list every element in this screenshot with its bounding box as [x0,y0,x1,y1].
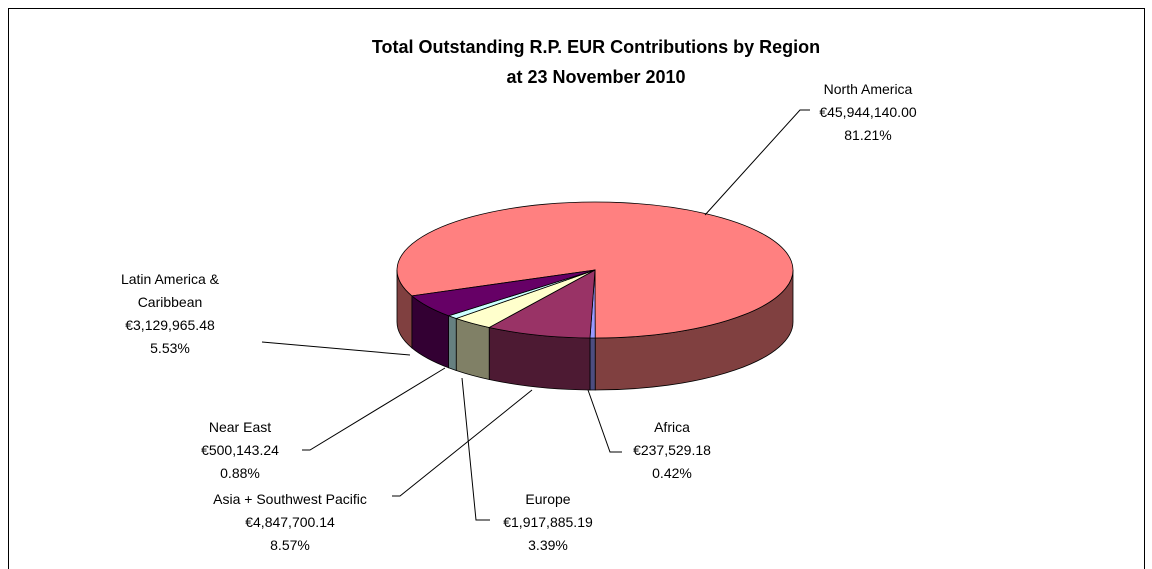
value-label: €500,143.24 [201,442,279,458]
chart-title: Total Outstanding R.P. EUR Contributions… [371,37,821,57]
leader-line [261,341,411,356]
slice-label: Africa €237,529.18 0.42% [612,416,732,485]
percentage-label: 81.21% [844,127,892,143]
chart-subtitle: at 23 November 2010 [506,67,686,87]
category-label: Latin America & Caribbean [120,271,220,310]
value-label: €3,129,965.48 [125,317,215,333]
leader-line [392,389,533,497]
value-label: €1,917,885.19 [503,514,593,530]
leader-line [704,109,810,216]
category-label: Near East [208,419,272,435]
pie-side [455,317,490,380]
slice-label: Asia + Southwest Pacific €4,847,700.14 8.5… [190,488,390,557]
chart-frame [8,8,1145,569]
leader-lines [261,109,810,521]
leader-line [302,367,446,451]
leader-line [587,389,622,453]
value-label: €45,944,140.00 [819,104,917,120]
percentage-label: 3.39% [528,537,568,553]
category-label: Africa [654,419,690,435]
percentage-label: 5.53% [150,340,190,356]
leader-line [461,377,490,521]
pie-slice [410,269,596,317]
value-label: €4,847,700.14 [245,514,335,530]
pie-side [589,337,596,391]
category-label: Europe [525,491,571,507]
slice-label: North America €45,944,140.00 81.21% [798,78,938,147]
pie-side [448,315,457,372]
slice-label: Latin America & Caribbean €3,129,965.48 5.… [100,268,240,360]
percentage-label: 0.42% [652,465,692,481]
slice-label: Europe €1,917,885.19 3.39% [488,488,608,557]
percentage-label: 8.57% [270,537,310,553]
pie-tops [396,201,794,339]
pie-slice [488,269,596,339]
slice-label: Near East €500,143.24 0.88% [180,416,300,485]
category-label: North America [823,81,913,97]
percentage-label: 0.88% [220,465,260,481]
value-label: €237,529.18 [633,442,711,458]
category-label: Asia + Southwest Pacific [213,491,367,507]
chart-title-block: Total Outstanding R.P. EUR Contributions… [246,32,946,92]
